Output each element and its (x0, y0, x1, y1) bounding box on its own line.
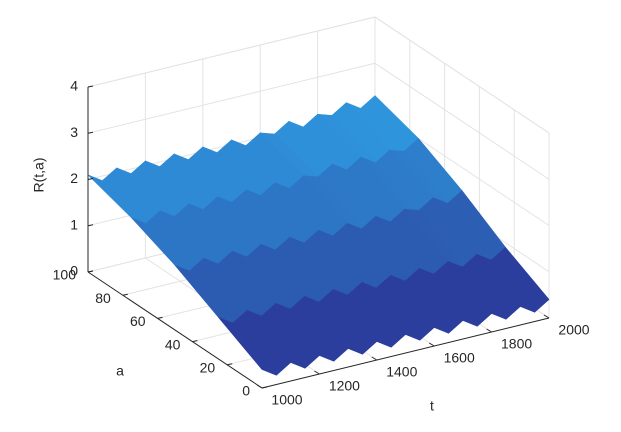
y-tick (122, 293, 128, 296)
x-tick (256, 384, 263, 389)
grid-line (87, 62, 376, 134)
x-axis (261, 317, 550, 389)
grid-line (374, 16, 550, 134)
y-tick (192, 340, 198, 343)
x-tick-label: 1800 (501, 336, 532, 352)
y-tick-label: 100 (53, 267, 77, 283)
z-tick-label: 1 (70, 216, 78, 232)
surface-patch (218, 317, 277, 376)
z-tick (87, 178, 94, 180)
y-tick-label: 60 (130, 313, 146, 329)
x-tick-label: 1200 (329, 378, 360, 394)
y-axis (87, 271, 263, 389)
z-tick (87, 270, 94, 273)
grid-line (87, 16, 376, 88)
x-tick-label: 1400 (386, 364, 417, 380)
z-tick-label: 2 (70, 170, 78, 186)
x-tick (486, 328, 492, 333)
y-tick-label: 80 (95, 290, 111, 306)
y-tick-label: 20 (200, 360, 216, 376)
x-tick (371, 356, 378, 361)
x-tick (543, 314, 550, 319)
y-tick (157, 316, 163, 319)
y-tick (261, 386, 268, 389)
z-tick (87, 131, 94, 134)
x-axis-label: t (430, 398, 434, 414)
grid-line (374, 62, 550, 180)
x-tick (428, 342, 435, 347)
x-tick-label: 1000 (271, 392, 302, 408)
z-axis-label: R(t,a) (31, 158, 47, 193)
z-tick-label: 3 (70, 124, 78, 140)
x-tick-label: 1600 (444, 350, 475, 366)
y-tick-label: 40 (165, 336, 181, 352)
z-tick-label: 4 (70, 78, 78, 94)
z-tick (87, 85, 94, 88)
y-axis-label: a (116, 363, 124, 379)
x-tick-label: 2000 (558, 322, 589, 338)
y-tick (227, 363, 233, 366)
x-tick (314, 370, 320, 375)
z-tick-label: 0 (70, 263, 78, 279)
z-tick (87, 224, 94, 227)
y-tick-label: 0 (242, 383, 250, 399)
